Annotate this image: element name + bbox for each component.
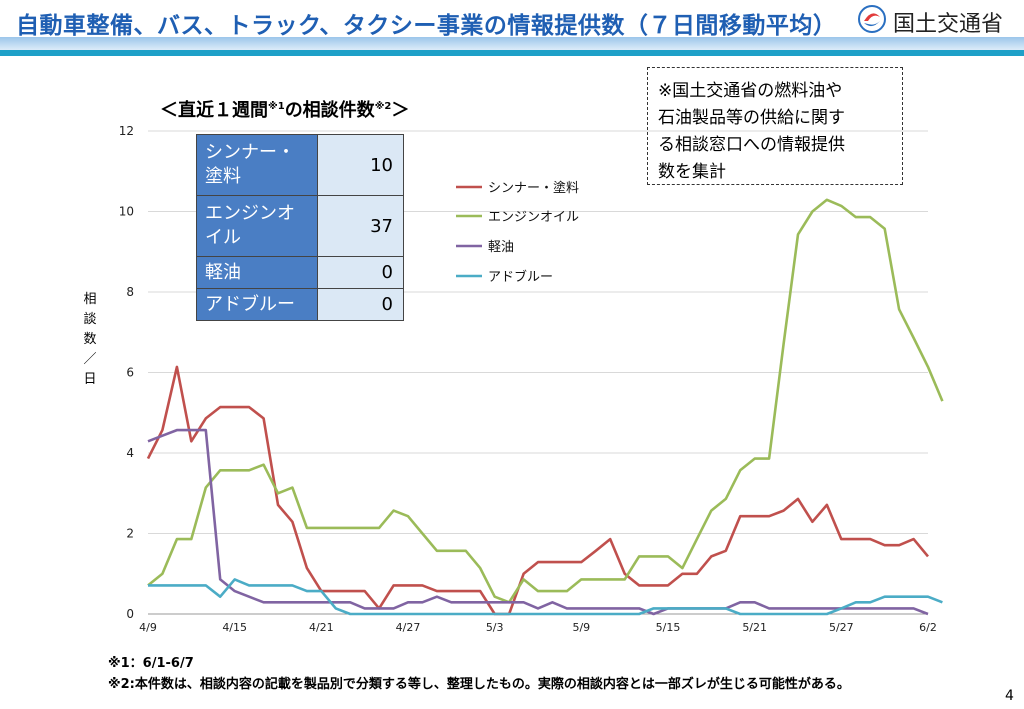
mlit-emblem-icon [858, 5, 886, 33]
x-tick-label: 4/27 [396, 621, 421, 634]
ministry-logo: 国土交通省 [857, 4, 1017, 37]
y-axis-label-char: 談 [83, 312, 97, 327]
y-tick-label: 12 [119, 124, 134, 138]
y-tick-label: 4 [126, 446, 134, 460]
y-axis-ticks: 0 2 4 6 8 10 12 [119, 124, 134, 621]
row-label: 軽油 [196, 256, 318, 289]
header-band [0, 37, 1024, 50]
x-tick-label: 6/2 [919, 621, 937, 634]
legend-label: 軽油 [488, 240, 514, 255]
x-axis-ticks: 4/9 4/15 4/21 4/27 5/3 5/9 5/15 5/21 5/27 6/2 [139, 621, 937, 634]
note-box: ※国土交通省の燃料油や 石油製品等の供給に関す る相談窓口への情報提供 数を集計 [647, 67, 903, 185]
x-tick-label: 5/9 [572, 621, 590, 634]
row-label: アドブルー [196, 288, 318, 321]
header-rule [0, 50, 1024, 56]
x-tick-label: 5/15 [656, 621, 681, 634]
y-axis-label-char: ／ [83, 352, 97, 367]
note-line: ※国土交通省の燃料油や [658, 81, 843, 101]
row-value: 0 [317, 288, 404, 321]
logo-text: 国土交通省 [893, 12, 1004, 37]
page-number: 4 [1005, 688, 1014, 704]
series-line [147, 428, 929, 616]
table-row: 軽油 0 [196, 256, 404, 289]
y-axis-label-char: 相 [83, 292, 97, 307]
row-label: シンナー・塗料 [196, 134, 318, 196]
table-row: シンナー・塗料 10 [196, 134, 404, 196]
x-tick-label: 4/21 [309, 621, 334, 634]
series-line [147, 198, 944, 604]
x-tick-label: 5/27 [829, 621, 854, 634]
row-value: 10 [317, 134, 404, 196]
note-line: 石油製品等の供給に関す [658, 108, 845, 128]
page-title: 自動車整備、バス、トラック、タクシー事業の情報提供数（７日間移動平均） [16, 13, 837, 39]
y-axis-label: 相談数 ／ 日 [82, 290, 98, 390]
x-tick-label: 5/21 [742, 621, 767, 634]
y-tick-label: 2 [126, 527, 134, 541]
table-row: エンジンオイル 37 [196, 195, 404, 257]
y-tick-label: 0 [126, 607, 134, 621]
footnote-1: ※1：6/1-6/7 [108, 656, 194, 671]
y-tick-label: 6 [126, 366, 134, 380]
table-row: アドブルー 0 [196, 288, 404, 321]
series-line [146, 365, 929, 616]
row-value: 37 [317, 195, 404, 257]
footnote-2: ※2:本件数は、相談内容の記載を製品別で分類する等し、整理したもの。実際の相談内… [108, 677, 850, 692]
y-axis-label-char: 日 [83, 372, 97, 387]
legend-label: エンジンオイル [488, 210, 579, 225]
x-tick-label: 5/3 [486, 621, 504, 634]
series-lines [146, 198, 944, 616]
y-axis-label-char: 数 [83, 332, 97, 347]
y-tick-label: 8 [126, 285, 134, 299]
note-line: 数を集計 [658, 162, 726, 182]
summary-table: シンナー・塗料 10 エンジンオイル 37 軽油 0 アドブルー 0 [196, 134, 404, 321]
x-tick-label: 4/15 [222, 621, 247, 634]
series-line [148, 578, 943, 616]
x-tick-label: 4/9 [139, 621, 157, 634]
panel-subtitle: ＜直近１週間※1の相談件数※2＞ [160, 100, 410, 121]
row-label: エンジンオイル [196, 195, 318, 257]
note-line: る相談窓口への情報提供 [658, 135, 845, 155]
y-tick-label: 10 [119, 205, 134, 219]
legend-label: アドブルー [488, 269, 553, 285]
row-value: 0 [317, 256, 404, 289]
legend-label: シンナー・塗料 [488, 180, 579, 196]
